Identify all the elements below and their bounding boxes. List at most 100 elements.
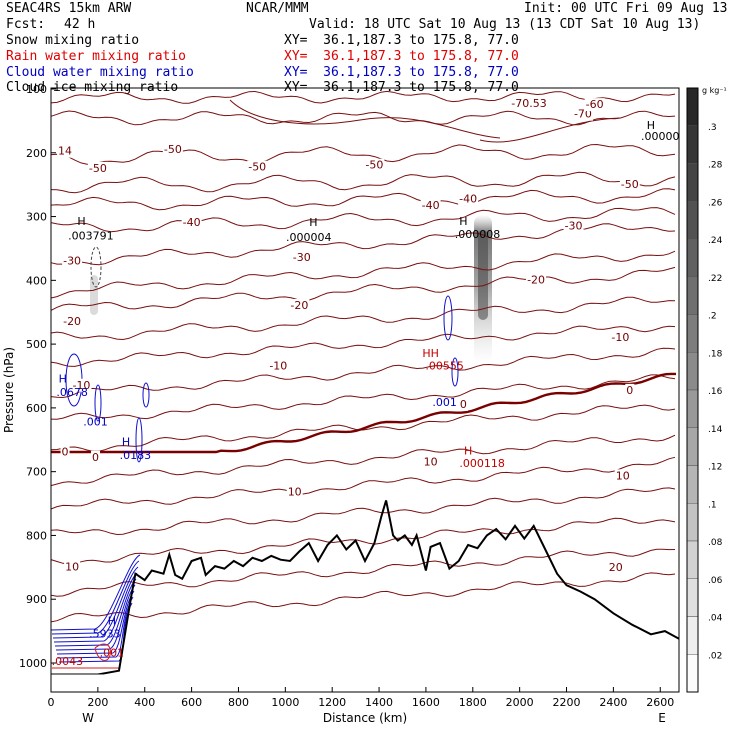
colorbar-tick-label: .1 [708, 500, 717, 510]
isotherm [50, 171, 676, 194]
isotherm [50, 90, 676, 104]
maximum-label: .5933 [89, 627, 121, 640]
maximum-label: .001 [432, 396, 457, 409]
x-tick-label: 2400 [599, 696, 627, 709]
y-axis-label: Pressure (hPa) [2, 347, 16, 433]
label-bg [364, 158, 385, 172]
colorbar-cell [686, 314, 699, 353]
isotherm-label: -50 [365, 159, 383, 172]
colorbar-cell [686, 163, 699, 202]
isotherm [229, 99, 501, 139]
isotherm-label: 10 [616, 469, 630, 482]
freezing-level [51, 372, 676, 454]
colorbar-cell [686, 465, 699, 504]
isotherm-label: -40 [183, 216, 201, 229]
label-bg [181, 216, 202, 230]
label-bg [420, 198, 441, 212]
y-tick-label: 400 [26, 274, 47, 287]
y-tick-label: 700 [26, 466, 47, 479]
isotherm-label: -60 [586, 98, 604, 111]
colorbar-unit: g kg⁻¹ [702, 86, 727, 95]
label-bg [458, 397, 468, 411]
maximum-label: .0183 [120, 449, 152, 462]
colorbar-cell [686, 389, 699, 428]
label-bg [60, 445, 70, 459]
label-bg [510, 96, 548, 110]
colorbar-tick-label: .14 [708, 425, 723, 435]
x-tick-label: 2600 [646, 696, 674, 709]
isotherm [50, 434, 676, 487]
maximum-label: H [108, 615, 116, 628]
label-bg [625, 383, 635, 397]
isotherm-label: 0 [92, 451, 99, 464]
isotherm [50, 296, 676, 341]
isotherm [50, 487, 676, 536]
isotherm-label: -10 [72, 379, 90, 392]
isotherm-label: -30 [293, 251, 311, 264]
colorbar-cell [686, 238, 699, 277]
isotherm-label: -40 [459, 193, 477, 206]
y-tick-label: 500 [26, 338, 47, 351]
y-tick-label: 300 [26, 211, 47, 224]
cloud-contour [443, 295, 453, 341]
isotherm [50, 347, 676, 399]
x-tick-label: 2200 [553, 696, 581, 709]
colorbar-cell [686, 503, 699, 542]
maximum-label: .003791 [68, 230, 114, 243]
terrain [51, 500, 680, 692]
isotherm-label: 10 [65, 561, 79, 574]
field-snow-xy: XY= 36.1,187.3 to 175.8, 77.0 [284, 33, 519, 48]
snow-core [478, 230, 488, 320]
isotherm-label: 0 [626, 384, 633, 397]
y-tick-label: 1000 [19, 657, 47, 670]
label-bg [584, 98, 605, 112]
colorbar-tick-label: .04 [708, 614, 723, 624]
maximum-label: .00000 [641, 130, 680, 143]
label-bg [62, 314, 83, 328]
label-bg [526, 273, 547, 287]
label-bg [247, 160, 268, 174]
isotherm-label: 20 [609, 561, 623, 574]
isotherm-label: -10 [269, 360, 287, 373]
colorbar-cell [686, 654, 699, 693]
header-model: SEAC4RS 15km ARW [6, 1, 132, 16]
x-tick-label: 0 [48, 696, 55, 709]
isotherm-label: -30 [63, 254, 81, 267]
maximum-label: H [122, 436, 130, 449]
header-init: Init: 00 UTC Fri 09 Aug 13 [524, 1, 728, 16]
label-bg [619, 177, 640, 191]
colorbar-cell [686, 540, 699, 579]
colorbar-tick-label: .3 [708, 123, 717, 133]
isotherm [50, 325, 676, 367]
y-tick-label: 200 [26, 147, 47, 160]
isotherm-label: -70.53 [511, 97, 546, 110]
isotherm-label: -20 [63, 315, 81, 328]
x-tick-label: 1200 [318, 696, 346, 709]
plot-frame [50, 87, 680, 693]
x-tick-label: 800 [228, 696, 249, 709]
isotherm [50, 110, 676, 126]
label-bg [610, 330, 631, 344]
maximum-label: .001 [100, 647, 125, 660]
isotherm [50, 188, 676, 211]
isotherm-label: -40 [422, 199, 440, 212]
label-bg [71, 378, 92, 392]
maximum-label: H [647, 119, 655, 132]
label-bg [422, 455, 439, 469]
isotherm [50, 456, 676, 510]
isotherm-label: 10 [424, 455, 438, 468]
axes: 0 200 400 600 800 1000 1200 1400 1600 1800 2000 220… [2, 83, 674, 725]
label-bg [291, 251, 312, 265]
maximum-label: .0043 [52, 655, 84, 668]
colorbar-cell [686, 276, 699, 315]
isotherm [50, 250, 676, 299]
colorbar: g kg⁻¹ .3 .28 .26 .24 .22 .2 .18 .16 .14 .12 .1 .08.… [686, 86, 727, 693]
label-bg [286, 485, 303, 499]
field-snow-name: Snow mixing ratio [6, 33, 140, 48]
colorbar-cell [686, 578, 699, 617]
snow-patch [90, 275, 98, 315]
isotherm-label: -10 [611, 331, 629, 344]
isotherm [50, 207, 676, 233]
header-fcst-value: 42 h [64, 17, 96, 32]
